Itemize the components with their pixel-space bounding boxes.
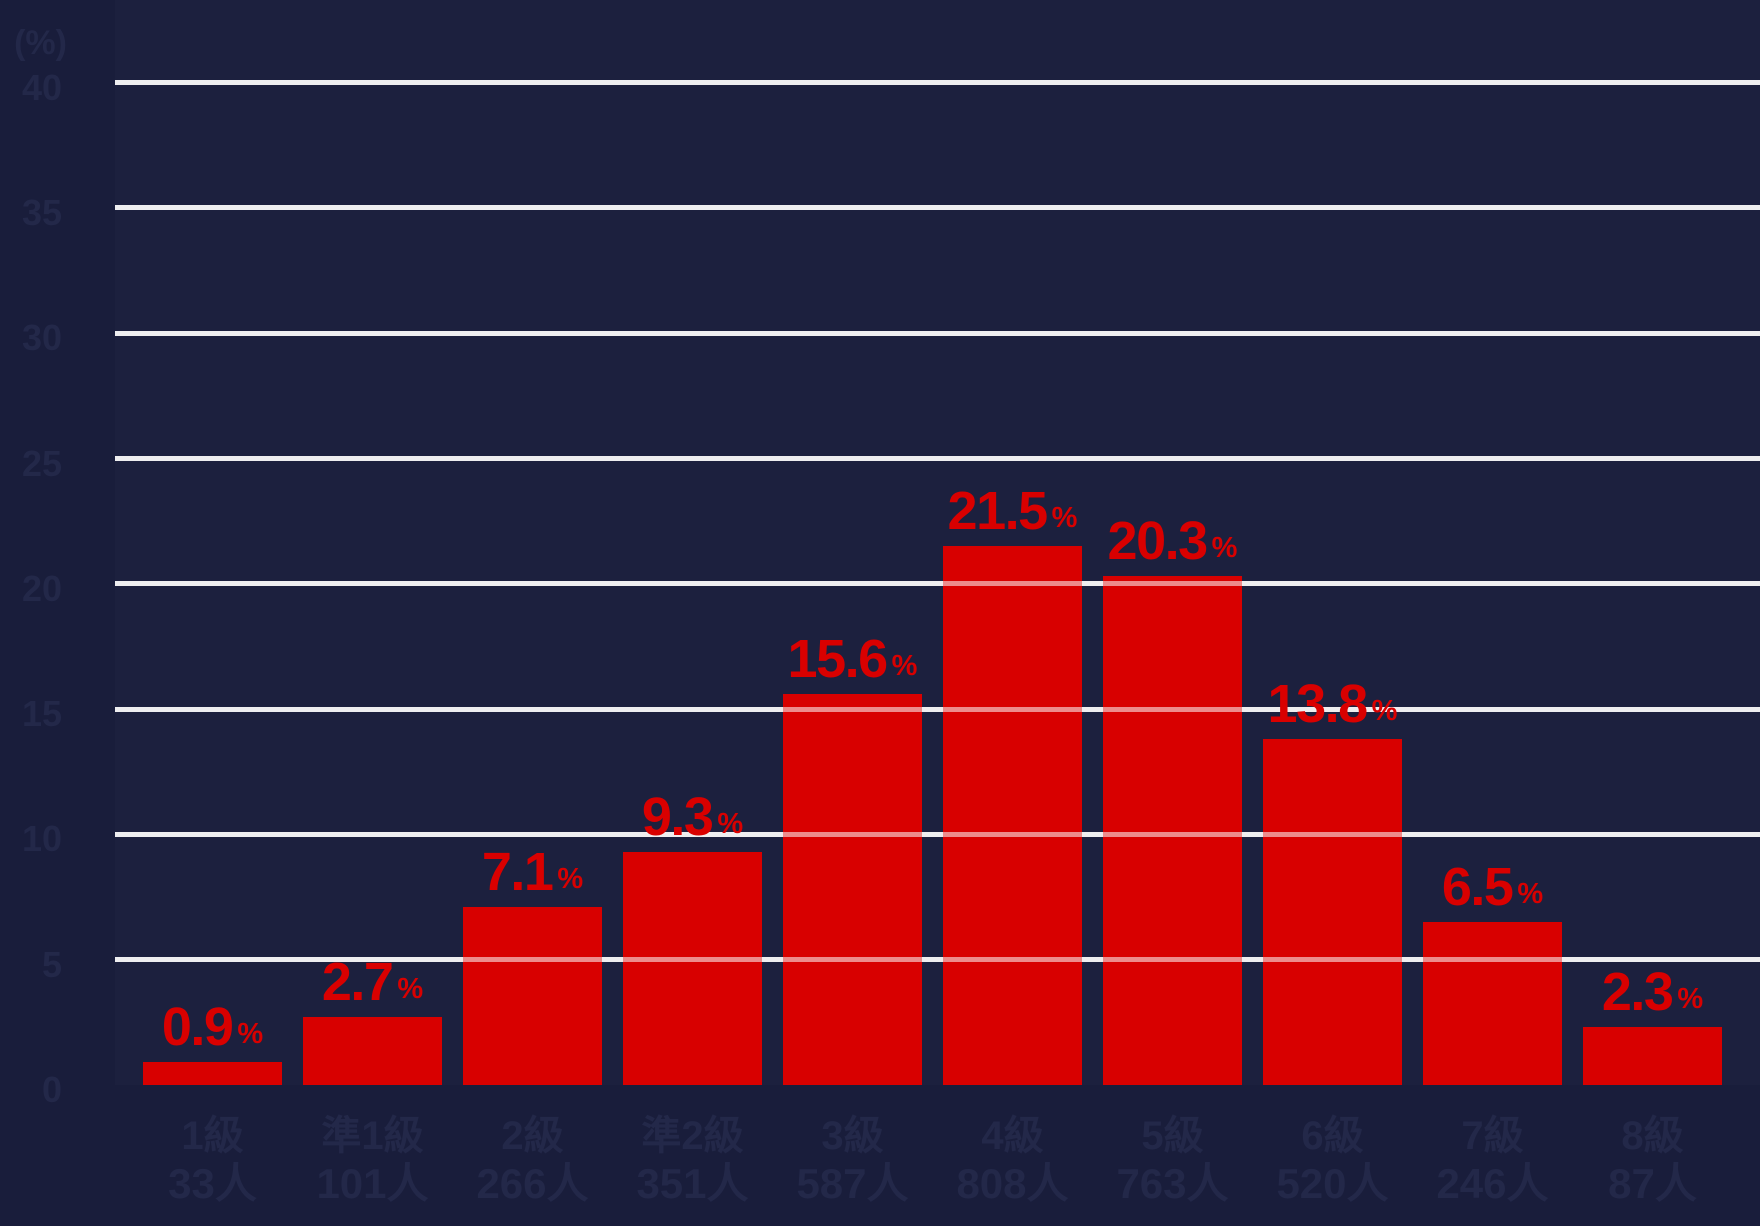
bar-value-number: 2.3: [1601, 962, 1674, 1022]
bar: [1263, 739, 1402, 1085]
x-axis-rank-label: 4級: [981, 1114, 1044, 1158]
y-axis-tick-label: 15: [21, 693, 62, 734]
bar-value-label: 9.3%: [583, 790, 803, 844]
y-axis-tick-label: 5: [41, 944, 62, 985]
gridline-overlay: [115, 456, 1760, 461]
bar-value-label: 20.3%: [1063, 514, 1283, 568]
count-number: 587: [796, 1160, 867, 1207]
count-number: 351: [636, 1160, 707, 1207]
bar-value-label: 7.1%: [423, 845, 643, 899]
percent-sign: %: [1371, 695, 1398, 727]
percent-sign: %: [717, 808, 744, 840]
gridline-overlay: [115, 205, 1760, 210]
x-axis-rank-label: 準2級: [641, 1114, 744, 1158]
percent-sign: %: [891, 650, 918, 682]
percent-sign: %: [1677, 983, 1704, 1015]
x-axis-count-label: 587人: [753, 1163, 953, 1205]
count-number: 266: [476, 1160, 547, 1207]
bar: [783, 694, 922, 1085]
percent-sign: %: [237, 1018, 264, 1050]
count-number: 33: [168, 1160, 215, 1207]
count-unit: 人: [706, 1160, 749, 1207]
y-axis-tick-label: 20: [21, 568, 62, 609]
bar-value-number: 0.9: [161, 997, 234, 1057]
bar: [1103, 576, 1242, 1085]
count-number: 246: [1436, 1160, 1507, 1207]
bar: [1423, 922, 1562, 1085]
bar: [463, 907, 602, 1085]
y-axis-tick-label: 35: [21, 192, 62, 233]
x-axis-count-label: 266人: [433, 1163, 633, 1205]
count-unit: 人: [1506, 1160, 1549, 1207]
y-axis-tick-label: 30: [21, 317, 62, 358]
gridline-overlay: [115, 832, 1760, 837]
gridline-overlay: [115, 957, 1760, 962]
bar: [1583, 1027, 1722, 1085]
bar-value-label: 2.3%: [1543, 965, 1760, 1019]
gridline-overlay: [115, 331, 1760, 336]
x-axis-count-label: 520人: [1233, 1163, 1433, 1205]
gridline-overlay: [115, 80, 1760, 85]
x-axis-count-label: 808人: [913, 1163, 1113, 1205]
x-axis-rank-label: 準1級: [321, 1114, 424, 1158]
bar-value-number: 20.3: [1107, 511, 1209, 571]
count-number: 101: [316, 1160, 387, 1207]
bar-value-label: 2.7%: [263, 955, 483, 1009]
count-unit: 人: [1026, 1160, 1069, 1207]
percent-sign: %: [397, 973, 424, 1005]
bar-value-label: 15.6%: [743, 632, 963, 686]
gridline-overlay: [115, 707, 1760, 712]
bar-value-number: 2.7: [321, 952, 394, 1012]
percent-sign: %: [557, 863, 584, 895]
count-number: 808: [956, 1160, 1027, 1207]
x-axis-rank-label: 2級: [501, 1114, 564, 1158]
percent-sign: %: [1051, 502, 1078, 534]
x-axis-rank-label: 7級: [1461, 1114, 1524, 1158]
bar-value-number: 21.5: [947, 481, 1049, 541]
x-axis-rank-label: 5級: [1141, 1114, 1204, 1158]
count-unit: 人: [1186, 1160, 1229, 1207]
bar-value-label: 21.5%: [903, 484, 1123, 538]
x-axis-count-label: 87人: [1553, 1163, 1753, 1205]
y-axis-tick-label: 40: [21, 67, 62, 108]
bar: [143, 1062, 282, 1085]
percent-sign: %: [1517, 878, 1544, 910]
x-axis-rank-label: 8級: [1621, 1114, 1684, 1158]
count-unit: 人: [214, 1160, 257, 1207]
bar-value-number: 9.3: [641, 787, 714, 847]
count-unit: 人: [1654, 1160, 1697, 1207]
bar-value-number: 13.8: [1267, 674, 1369, 734]
y-axis-tick-label: 0: [41, 1069, 62, 1110]
count-unit: 人: [1346, 1160, 1389, 1207]
count-number: 87: [1608, 1160, 1655, 1207]
y-axis-tick-label: 25: [21, 443, 62, 484]
x-axis-count-label: 33人: [113, 1163, 313, 1205]
x-axis-count-label: 763人: [1073, 1163, 1273, 1205]
count-number: 520: [1276, 1160, 1347, 1207]
bar: [943, 546, 1082, 1085]
bar-value-label: 0.9%: [103, 1000, 323, 1054]
x-axis-count-label: 246人: [1393, 1163, 1593, 1205]
gridline-overlay: [115, 581, 1760, 586]
bar-value-label: 6.5%: [1383, 860, 1603, 914]
count-number: 763: [1116, 1160, 1187, 1207]
percent-sign: %: [1211, 532, 1238, 564]
y-axis-unit-label: (%): [14, 24, 67, 62]
bar-value-number: 15.6: [787, 629, 889, 689]
bar: [623, 852, 762, 1085]
x-axis-count-label: 351人: [593, 1163, 793, 1205]
y-axis-tick-label: 10: [21, 818, 62, 859]
count-unit: 人: [866, 1160, 909, 1207]
x-axis-count-label: 101人: [273, 1163, 473, 1205]
x-axis-rank-label: 6級: [1301, 1114, 1364, 1158]
bar-value-number: 6.5: [1441, 857, 1514, 917]
count-unit: 人: [546, 1160, 589, 1207]
bar-value-label: 13.8%: [1223, 677, 1443, 731]
x-axis-rank-label: 1級: [181, 1114, 244, 1158]
bar: [303, 1017, 442, 1085]
count-unit: 人: [386, 1160, 429, 1207]
bar-value-number: 7.1: [481, 842, 554, 902]
x-axis-rank-label: 3級: [821, 1114, 884, 1158]
